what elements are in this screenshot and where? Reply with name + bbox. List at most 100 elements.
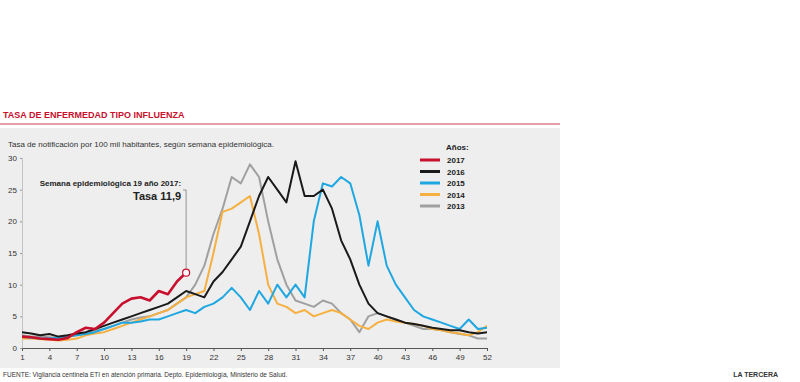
x-tick-mark — [296, 348, 297, 351]
x-tick-mark — [405, 348, 406, 351]
x-tick-mark — [460, 348, 461, 351]
y-tick-mark — [20, 221, 22, 222]
x-tick-label: 10 — [100, 353, 109, 362]
x-tick: 10 — [100, 348, 109, 362]
x-tick: 34 — [319, 348, 328, 362]
y-tick-mark — [20, 316, 22, 317]
series-line — [22, 196, 487, 340]
x-tick-mark — [350, 348, 351, 351]
x-tick-label: 1 — [20, 353, 25, 362]
annotation-label: Tasa 11,9 — [133, 190, 181, 202]
annotation-leader — [186, 190, 187, 269]
credit: LA TERCERA — [733, 371, 778, 378]
x-tick-label: 25 — [237, 353, 246, 362]
x-tick-label: 40 — [374, 353, 383, 362]
legend-label: 2017 — [447, 156, 465, 165]
x-tick: 40 — [374, 348, 383, 362]
x-tick: 4 — [48, 348, 53, 362]
x-tick: 52 — [483, 348, 492, 362]
x-tick-mark — [213, 348, 214, 351]
x-tick-mark — [378, 348, 379, 351]
y-tick: 25 — [8, 186, 22, 195]
x-tick: 19 — [182, 348, 191, 362]
x-tick-mark — [104, 348, 105, 351]
x-tick-label: 34 — [319, 353, 328, 362]
source: FUENTE: Vigilancia centinela ETI en aten… — [3, 371, 287, 379]
y-tick: 20 — [8, 217, 22, 226]
series-line — [22, 177, 487, 339]
x-tick: 22 — [210, 348, 219, 362]
x-tick-mark — [186, 348, 187, 351]
y-tick: 10 — [8, 281, 22, 290]
x-tick-label: 31 — [292, 353, 301, 362]
x-tick-mark — [77, 348, 78, 351]
y-tick-label: 20 — [8, 217, 17, 226]
y-tick: 0 — [13, 344, 22, 353]
y-axis-line — [20, 159, 23, 349]
x-tick: 43 — [401, 348, 410, 362]
y-tick-label: 15 — [8, 249, 17, 258]
background — [0, 128, 560, 368]
x-tick: 25 — [237, 348, 246, 362]
x-tick-mark — [241, 348, 242, 351]
x-tick: 7 — [75, 348, 80, 362]
x-tick-mark — [432, 348, 433, 351]
y-axis: 0 5 10 15 20 25 30 — [8, 154, 22, 353]
x-tick: 49 — [456, 348, 465, 362]
x-tick-label: 22 — [210, 353, 219, 362]
x-tick: 37 — [346, 348, 355, 362]
x-tick-label: 19 — [182, 353, 191, 362]
series-line — [22, 273, 186, 340]
legend-swatch — [420, 170, 440, 173]
y-tick-mark — [20, 348, 22, 349]
x-axis: 147101316192225283134374043464952 — [20, 348, 492, 362]
legend-label: 2016 — [447, 168, 465, 177]
y-tick-label: 25 — [8, 186, 17, 195]
y-tick-mark — [20, 285, 22, 286]
x-tick-mark — [159, 348, 160, 351]
x-tick-label: 49 — [456, 353, 465, 362]
x-tick-mark — [487, 348, 488, 351]
y-tick: 5 — [13, 312, 22, 321]
legend-title: Años: — [446, 143, 469, 152]
legend-label: 2013 — [447, 202, 465, 211]
annotation-leader — [183, 190, 186, 191]
title: TASA DE ENFERMEDAD TIPO INFLUENZA — [3, 110, 185, 120]
legend-swatch — [420, 193, 440, 196]
y-tick: 30 — [8, 154, 22, 163]
x-tick-mark — [131, 348, 132, 351]
plot-area — [22, 161, 487, 340]
x-tick-label: 4 — [48, 353, 53, 362]
annotation-point — [183, 269, 190, 276]
x-axis-line — [23, 349, 488, 352]
y-tick-mark — [20, 253, 22, 254]
series-line — [22, 161, 487, 336]
x-tick-mark — [268, 348, 269, 351]
x-tick: 46 — [428, 348, 437, 362]
chart: TASA DE ENFERMEDAD TIPO INFLUENZA Tasa de… — [0, 0, 800, 382]
legend-label: 2014 — [447, 191, 465, 200]
x-tick-label: 37 — [346, 353, 355, 362]
y-tick-label: 10 — [8, 281, 17, 290]
x-tick-label: 7 — [75, 353, 80, 362]
title-rule — [0, 124, 560, 125]
series-line — [22, 164, 487, 338]
x-tick: 28 — [264, 348, 273, 362]
legend-label: 2015 — [447, 179, 465, 188]
y-tick-mark — [20, 158, 22, 159]
x-tick-label: 28 — [264, 353, 273, 362]
y-tick-label: 30 — [8, 154, 17, 163]
legend: Años: 2017 2016 2015 2014 2013 — [420, 143, 469, 211]
y-tick-mark — [20, 190, 22, 191]
subtitle: Tasa de notificación por 100 mil habitan… — [8, 140, 274, 149]
x-tick-label: 43 — [401, 353, 410, 362]
x-tick: 1 — [20, 348, 25, 362]
x-tick-mark — [323, 348, 324, 351]
x-tick-label: 13 — [127, 353, 136, 362]
y-tick-label: 5 — [13, 312, 18, 321]
x-tick-label: 46 — [428, 353, 437, 362]
annotation-text: Semana epidemiológica 19 año 2017: — [40, 179, 181, 188]
y-tick: 15 — [8, 249, 22, 258]
y-tick-label: 0 — [13, 344, 18, 353]
x-tick: 13 — [127, 348, 136, 362]
